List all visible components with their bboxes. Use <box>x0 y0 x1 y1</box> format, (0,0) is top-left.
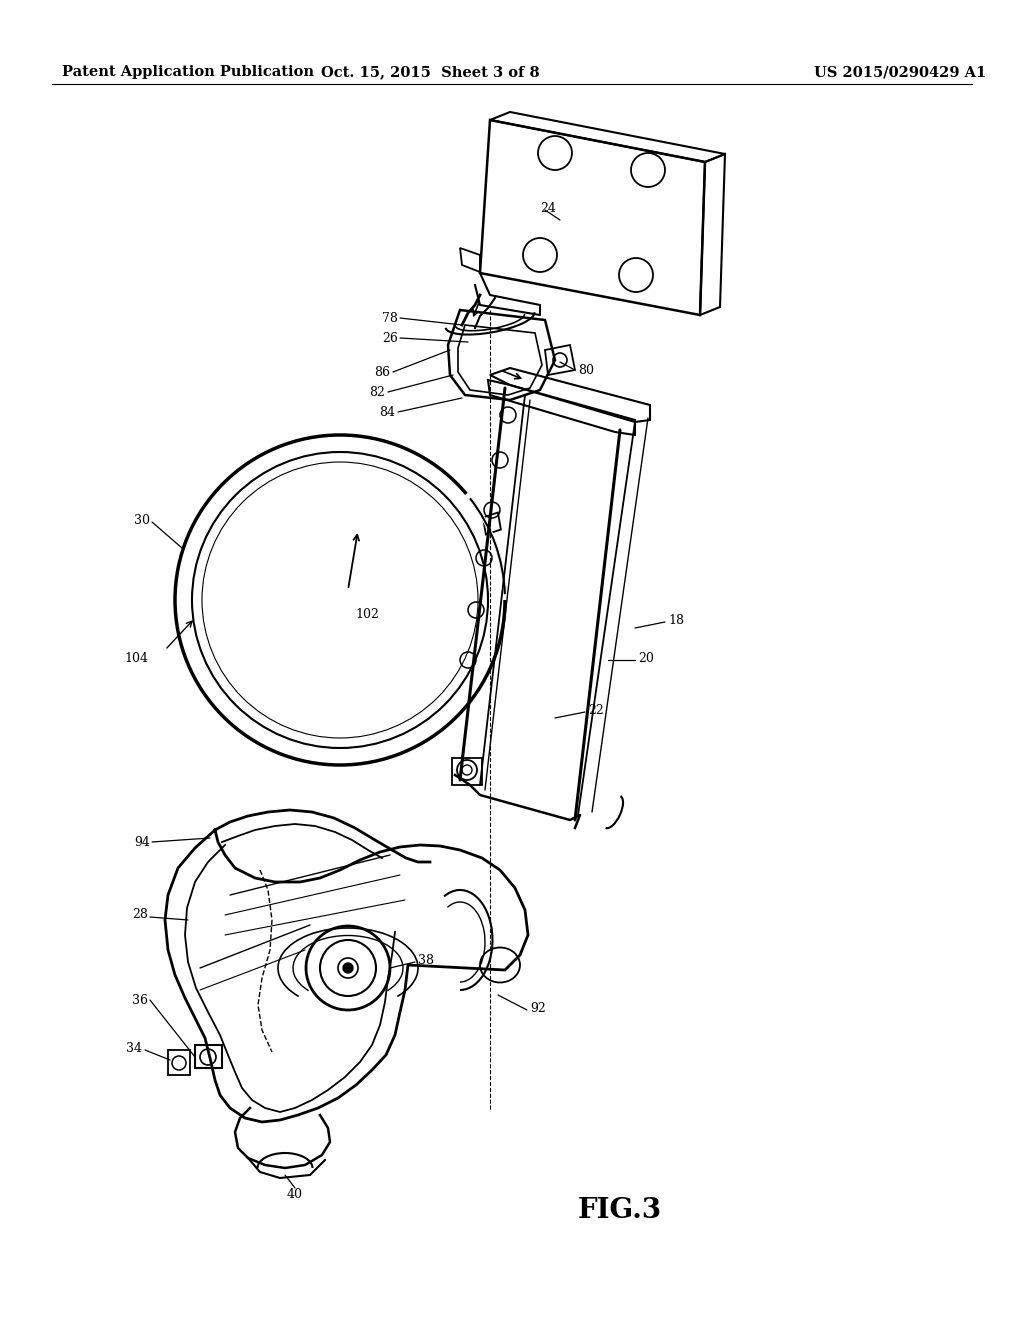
Text: 34: 34 <box>126 1041 142 1055</box>
Text: 18: 18 <box>668 614 684 627</box>
Text: 78: 78 <box>382 312 398 325</box>
Text: 24: 24 <box>540 202 556 214</box>
Text: US 2015/0290429 A1: US 2015/0290429 A1 <box>814 65 986 79</box>
Text: 94: 94 <box>134 836 150 849</box>
Text: 104: 104 <box>124 652 148 664</box>
Text: 26: 26 <box>382 331 398 345</box>
Text: 36: 36 <box>132 994 148 1006</box>
Text: Patent Application Publication: Patent Application Publication <box>62 65 314 79</box>
Text: Oct. 15, 2015  Sheet 3 of 8: Oct. 15, 2015 Sheet 3 of 8 <box>321 65 540 79</box>
Text: 38: 38 <box>418 953 434 966</box>
Text: 86: 86 <box>374 366 390 379</box>
Text: 84: 84 <box>379 405 395 418</box>
Circle shape <box>343 964 353 973</box>
Text: 22: 22 <box>588 704 604 717</box>
Text: 92: 92 <box>530 1002 546 1015</box>
Text: 82: 82 <box>369 385 385 399</box>
Text: 40: 40 <box>287 1188 303 1201</box>
Text: FIG.3: FIG.3 <box>578 1196 663 1224</box>
Text: 30: 30 <box>134 513 150 527</box>
Text: 28: 28 <box>132 908 148 921</box>
Text: 80: 80 <box>578 363 594 376</box>
Text: 102: 102 <box>355 609 379 622</box>
Text: 20: 20 <box>638 652 654 664</box>
